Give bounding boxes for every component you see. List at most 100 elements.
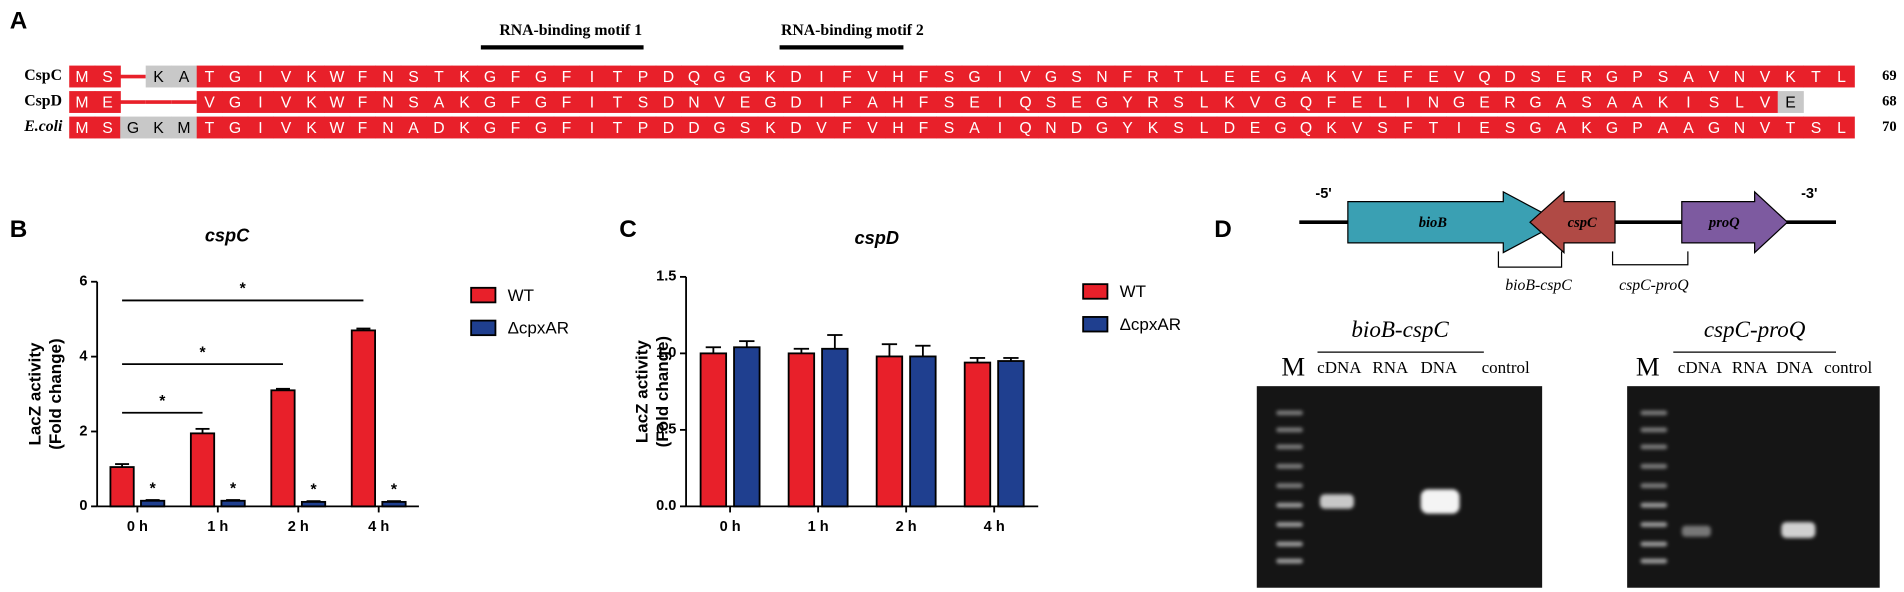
residue: K bbox=[306, 94, 317, 111]
residue: M bbox=[75, 94, 88, 111]
residue-box bbox=[1573, 91, 1600, 113]
residue-box bbox=[94, 65, 121, 88]
gel-title: cspC-proQ bbox=[1704, 316, 1806, 342]
residue-box bbox=[1777, 65, 1804, 88]
residue-box bbox=[1777, 116, 1804, 139]
residue: S bbox=[1505, 120, 1516, 137]
residue: I bbox=[998, 120, 1002, 137]
residue: K bbox=[459, 120, 470, 137]
residue-box bbox=[1395, 91, 1422, 113]
residue-box bbox=[655, 91, 682, 113]
residue: T bbox=[205, 120, 215, 137]
residue: D bbox=[433, 120, 444, 137]
residue: V bbox=[1709, 69, 1720, 86]
residue: E bbox=[1250, 69, 1261, 86]
residue-box bbox=[681, 116, 708, 139]
residue-box bbox=[1599, 116, 1626, 139]
residue-box bbox=[732, 116, 759, 139]
residue-box bbox=[1650, 91, 1677, 113]
band bbox=[1781, 522, 1816, 538]
residue-box bbox=[247, 65, 274, 88]
residue: I bbox=[590, 69, 594, 86]
residue: A bbox=[1301, 69, 1312, 86]
y-tick-label: 2 bbox=[79, 423, 87, 439]
residue: V bbox=[867, 69, 878, 86]
panel-label: B bbox=[10, 216, 28, 243]
residue-box bbox=[1420, 91, 1447, 113]
residue-box bbox=[757, 91, 784, 113]
residue-box bbox=[298, 91, 325, 113]
residue-box bbox=[808, 91, 835, 113]
residue: S bbox=[1530, 69, 1541, 86]
residue: A bbox=[969, 120, 980, 137]
motif-label: RNA-binding motif 1 bbox=[499, 22, 642, 39]
bar bbox=[220, 499, 246, 508]
residue-box bbox=[987, 91, 1014, 113]
residue: G bbox=[1096, 120, 1108, 137]
residue: V bbox=[1760, 69, 1771, 86]
residue-box bbox=[196, 91, 223, 113]
residue-box bbox=[502, 65, 529, 88]
residue: W bbox=[330, 94, 345, 111]
residue-box bbox=[1038, 65, 1065, 88]
residue-box bbox=[145, 65, 172, 88]
residue: I bbox=[590, 120, 594, 137]
residue: I bbox=[819, 94, 823, 111]
residue-box bbox=[1522, 65, 1549, 88]
residue-box bbox=[1344, 116, 1371, 139]
residue: T bbox=[613, 69, 623, 86]
residue: N bbox=[688, 94, 699, 111]
residue: K bbox=[1785, 69, 1796, 86]
residue-box bbox=[783, 65, 810, 88]
residue-box bbox=[1165, 116, 1192, 139]
y-axis-label: LacZ activity (Fold change) bbox=[26, 338, 66, 449]
residue-box bbox=[859, 116, 886, 139]
residue: F bbox=[1327, 94, 1337, 111]
residue-box bbox=[681, 91, 708, 113]
gel-image bbox=[1627, 386, 1880, 588]
residue-box bbox=[910, 65, 937, 88]
residue: A bbox=[408, 120, 419, 137]
residue-box bbox=[732, 91, 759, 113]
residue-box bbox=[1063, 91, 1090, 113]
residue-box bbox=[1777, 91, 1804, 113]
y-axis-label-line: (Fold change) bbox=[47, 338, 66, 449]
lane-label: DNA bbox=[1421, 358, 1459, 377]
gel-bands bbox=[1319, 489, 1816, 538]
residue-box bbox=[1318, 116, 1345, 139]
residue: T bbox=[613, 120, 623, 137]
gene-arrow bbox=[1347, 190, 1562, 254]
residue: K bbox=[1148, 120, 1159, 137]
residue-box bbox=[706, 91, 733, 113]
legend-swatch bbox=[1082, 316, 1109, 333]
residue-box bbox=[1114, 116, 1141, 139]
residue: T bbox=[1811, 69, 1821, 86]
residue: V bbox=[816, 120, 827, 137]
residue-box bbox=[1242, 65, 1269, 88]
significance-label: * bbox=[159, 393, 166, 410]
residue-box bbox=[885, 91, 912, 113]
residue-box bbox=[1242, 91, 1269, 113]
residue: R bbox=[1147, 94, 1158, 111]
residue-box bbox=[1038, 91, 1065, 113]
residue-box bbox=[1701, 91, 1728, 113]
ladder-band bbox=[1640, 427, 1668, 433]
residue: A bbox=[1556, 94, 1567, 111]
residue-box bbox=[375, 65, 402, 88]
residue-box bbox=[1216, 116, 1243, 139]
residue: N bbox=[382, 120, 393, 137]
residue-box bbox=[400, 65, 427, 88]
residue-box bbox=[987, 116, 1014, 139]
residue: S bbox=[102, 120, 113, 137]
sequence-name: CspD bbox=[24, 93, 62, 110]
residue: Q bbox=[1019, 120, 1031, 137]
residue: V bbox=[1250, 94, 1261, 111]
y-axis-label: LacZ activity (Fold change) bbox=[633, 336, 673, 447]
residue-box bbox=[783, 116, 810, 139]
gene-label: proQ bbox=[1707, 215, 1740, 231]
residue-box bbox=[1701, 65, 1728, 88]
residue: S bbox=[102, 69, 113, 86]
residue: G bbox=[484, 69, 496, 86]
residue-box bbox=[604, 65, 631, 88]
residue-box bbox=[655, 116, 682, 139]
